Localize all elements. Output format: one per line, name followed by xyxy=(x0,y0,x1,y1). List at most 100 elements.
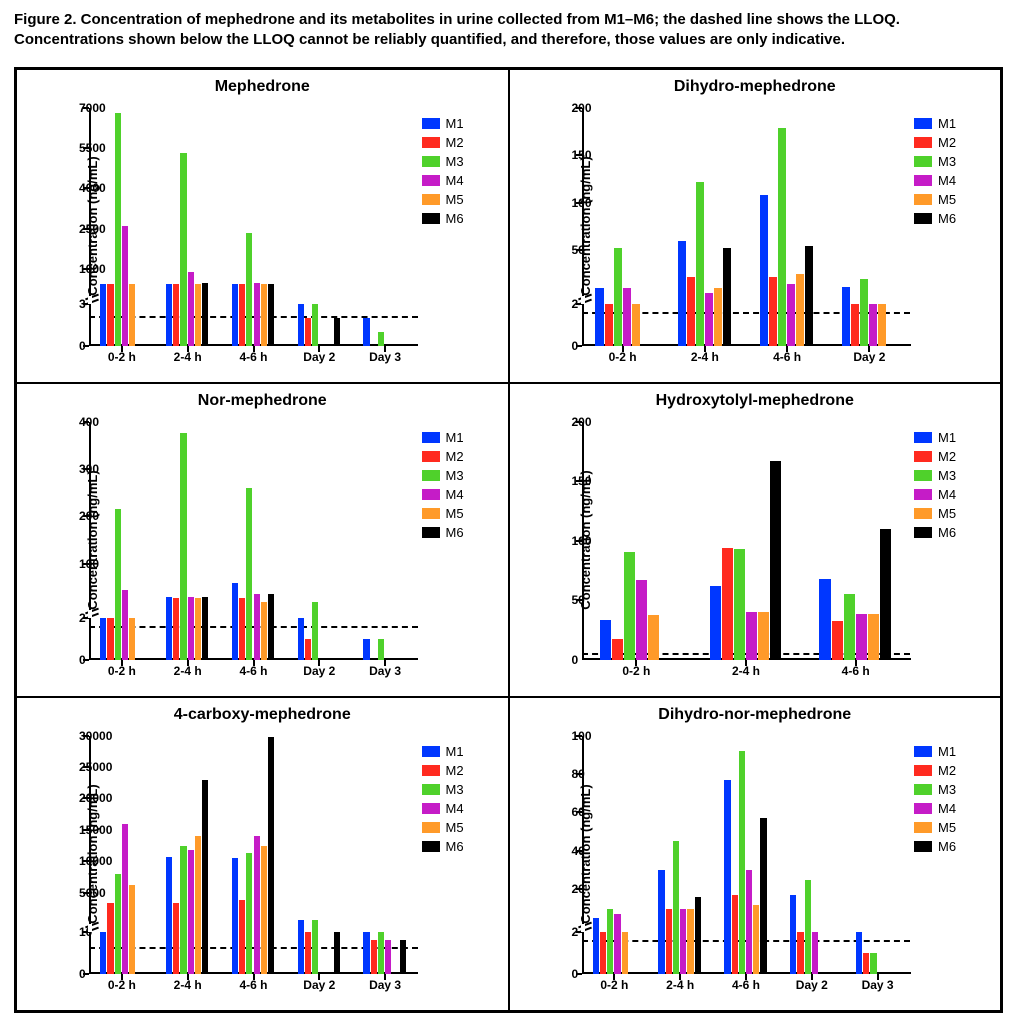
x-tick xyxy=(187,660,189,666)
panel-title: Dihydro-nor-mephedrone xyxy=(510,698,1001,724)
bar xyxy=(107,284,113,345)
chart-area: 500010000150002000025000300000100-2 h2-4… xyxy=(89,736,418,974)
panel-5: Dihydro-nor-mephedroneConcentration (ng/… xyxy=(509,697,1002,1011)
bar xyxy=(632,304,640,345)
bar xyxy=(769,277,777,345)
bar xyxy=(593,918,599,973)
legend-item: M1 xyxy=(422,744,500,759)
bar xyxy=(129,885,135,973)
x-tick-label: Day 2 xyxy=(303,664,335,678)
legend-label: M1 xyxy=(446,430,464,445)
bar xyxy=(790,895,796,973)
bar xyxy=(378,639,384,660)
bar xyxy=(100,932,106,973)
bar xyxy=(844,594,855,659)
legend-item: M2 xyxy=(422,449,500,464)
legend-item: M4 xyxy=(914,801,992,816)
x-tick-label: 0-2 h xyxy=(600,978,628,992)
bar xyxy=(724,780,730,974)
bar xyxy=(695,897,701,973)
legend-label: M5 xyxy=(938,820,956,835)
x-tick xyxy=(868,346,870,352)
legend-swatch xyxy=(914,746,932,757)
bar xyxy=(739,751,745,974)
bar xyxy=(623,288,631,345)
bar xyxy=(254,283,260,346)
legend-label: M3 xyxy=(938,154,956,169)
legend-swatch xyxy=(914,175,932,186)
x-tick xyxy=(253,660,255,666)
x-tick xyxy=(704,346,706,352)
legend-swatch xyxy=(422,841,440,852)
bar xyxy=(687,277,695,345)
legend-item: M4 xyxy=(914,173,992,188)
bar xyxy=(180,433,186,659)
bar xyxy=(100,284,106,345)
legend-label: M5 xyxy=(446,192,464,207)
x-tick-label: Day 3 xyxy=(862,978,894,992)
legend-item: M1 xyxy=(422,116,500,131)
bar xyxy=(232,284,238,345)
bar xyxy=(796,274,804,345)
x-tick xyxy=(679,974,681,980)
axis-break-gap xyxy=(88,610,92,618)
x-tick-label: 2-4 h xyxy=(666,978,694,992)
legend-swatch xyxy=(422,137,440,148)
x-tick xyxy=(187,346,189,352)
bar xyxy=(180,846,186,973)
legend-swatch xyxy=(914,213,932,224)
legend-item: M3 xyxy=(914,468,992,483)
bar xyxy=(832,621,843,659)
legend-label: M3 xyxy=(446,782,464,797)
legend-swatch xyxy=(422,175,440,186)
legend-swatch xyxy=(422,746,440,757)
panel-4: 4-carboxy-mephedroneConcentration (ng/mL… xyxy=(16,697,509,1011)
bar xyxy=(760,195,768,345)
x-tick-label: 4-6 h xyxy=(239,350,267,364)
legend-label: M2 xyxy=(446,449,464,464)
bar xyxy=(851,304,859,345)
legend-item: M3 xyxy=(422,468,500,483)
legend-label: M3 xyxy=(446,154,464,169)
x-tick-label: 4-6 h xyxy=(239,664,267,678)
bar xyxy=(239,900,245,974)
bar xyxy=(239,284,245,345)
x-tick-label: Day 3 xyxy=(369,664,401,678)
bar xyxy=(246,233,252,346)
bar xyxy=(166,284,172,345)
x-tick-label: Day 2 xyxy=(853,350,885,364)
legend-swatch xyxy=(914,527,932,538)
legend-label: M4 xyxy=(938,801,956,816)
y-axis xyxy=(582,108,584,346)
legend-item: M6 xyxy=(914,525,992,540)
bar xyxy=(166,857,172,974)
bar xyxy=(687,909,693,974)
panel-title: 4-carboxy-mephedrone xyxy=(17,698,508,724)
legend-label: M3 xyxy=(446,468,464,483)
bar xyxy=(856,932,862,973)
x-tick xyxy=(811,974,813,980)
legend-item: M5 xyxy=(422,192,500,207)
bar xyxy=(115,874,121,973)
bar xyxy=(363,318,369,346)
bar xyxy=(202,283,208,346)
legend-swatch xyxy=(914,841,932,852)
legend: M1M2M3M4M5M6 xyxy=(422,116,500,230)
bar xyxy=(710,586,721,660)
figure-caption: Figure 2. Concentration of mephedrone an… xyxy=(0,0,1017,61)
x-tick-label: 0-2 h xyxy=(622,664,650,678)
bar xyxy=(129,284,135,345)
legend-label: M2 xyxy=(938,763,956,778)
bar xyxy=(869,304,877,345)
x-tick xyxy=(877,974,879,980)
bar xyxy=(268,594,274,659)
legend-swatch xyxy=(422,470,440,481)
bar xyxy=(614,248,622,345)
chart-area: 5010015020000-2 h2-4 h4-6 h xyxy=(582,422,911,660)
bar xyxy=(868,614,879,659)
legend-item: M6 xyxy=(914,839,992,854)
x-tick-label: 0-2 h xyxy=(108,350,136,364)
x-tick xyxy=(786,346,788,352)
bar xyxy=(600,932,606,973)
bar xyxy=(173,598,179,660)
